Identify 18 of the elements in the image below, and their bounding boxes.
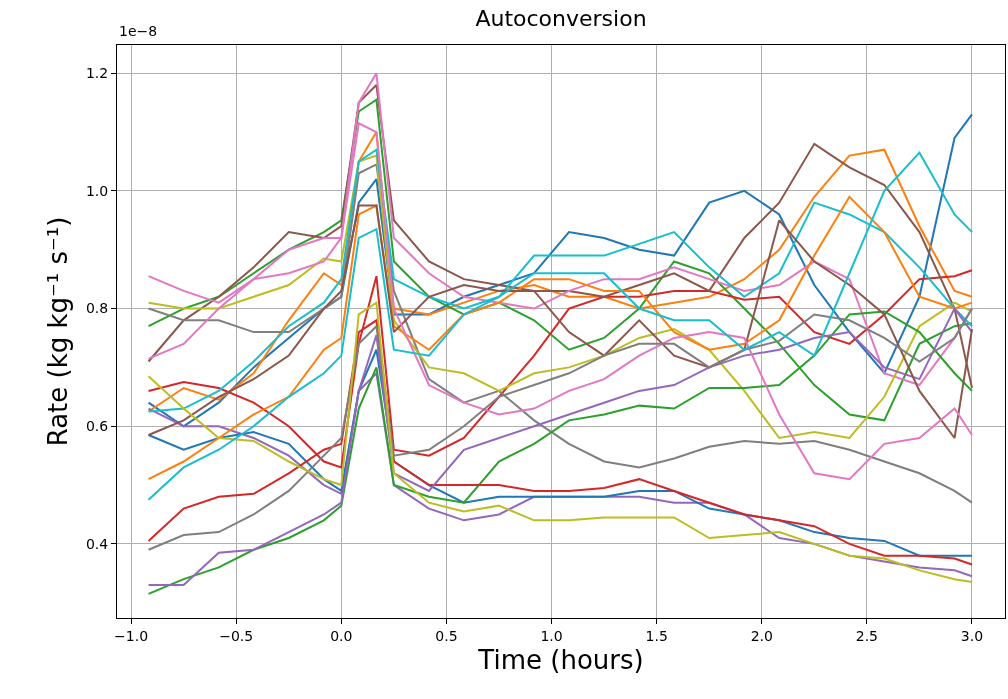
x-tick-label: 3.0 — [960, 627, 984, 644]
chart-title: Autoconversion — [475, 5, 647, 31]
y-axis-title: Rate (kg kg⁻¹ s⁻¹) — [43, 216, 74, 447]
x-tick-label: 2.5 — [855, 627, 879, 644]
x-tick-label: 0.0 — [330, 627, 353, 644]
x-tick-label: 1.0 — [540, 627, 563, 644]
text: 1e−8 — [119, 23, 158, 39]
y-tick-label: 0.6 — [85, 418, 109, 435]
y-tick-label: 0.4 — [85, 535, 109, 552]
y-tick-label: 1.2 — [85, 65, 109, 82]
x-tick-label: −0.5 — [219, 627, 254, 644]
y-tick-label: 0.8 — [85, 300, 109, 317]
x-tick-label: 2.0 — [750, 627, 773, 644]
y-tick-label: 1.0 — [85, 182, 109, 199]
x-axis-title: Time (hours) — [477, 645, 644, 676]
x-tick-label: 0.5 — [435, 627, 458, 644]
x-tick-label: 1.5 — [645, 627, 668, 644]
x-tick-label: −1.0 — [114, 627, 149, 644]
